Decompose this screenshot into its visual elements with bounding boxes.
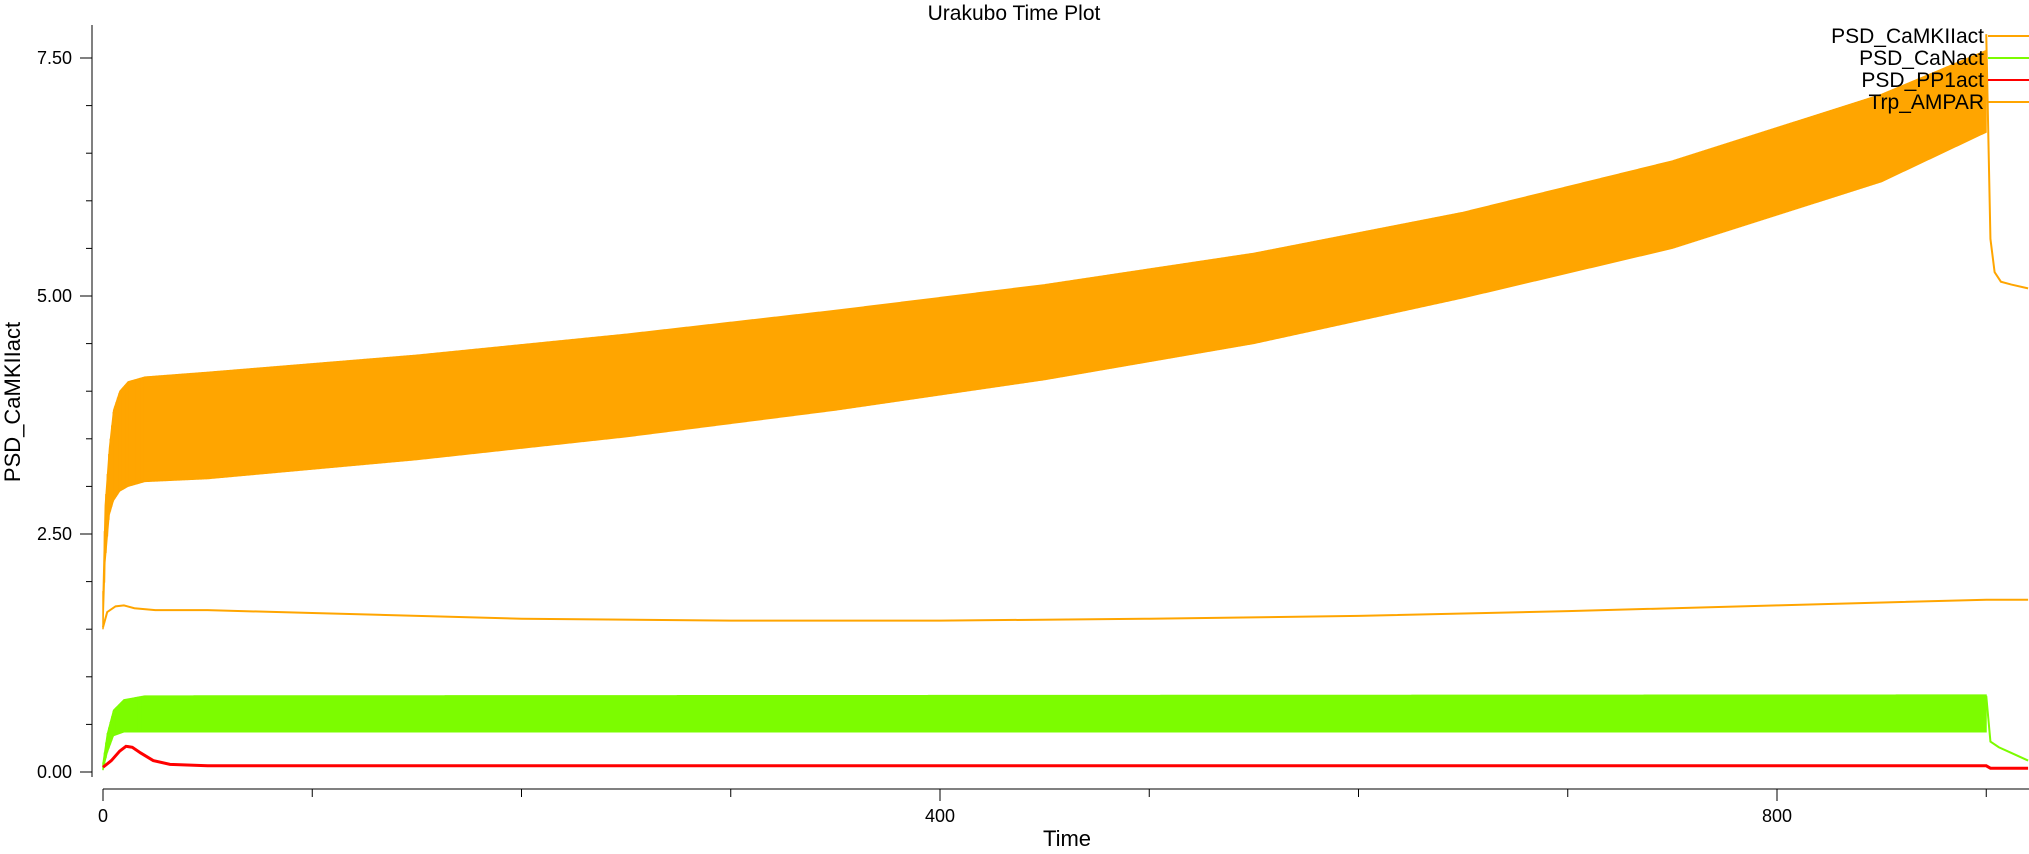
legend-label: PSD_CaMKIIact	[1831, 25, 1984, 48]
y-tick-label: 0.00	[37, 762, 72, 782]
series-psd-canact-oscillation	[102, 695, 145, 771]
x-tick-label: 0	[98, 806, 108, 826]
legend-label: PSD_CaNact	[1859, 47, 1984, 70]
x-ticks: 0 400 800	[98, 789, 1987, 826]
axes: 0.00 2.50 5.00 7.50 0 400 800	[37, 25, 2029, 826]
y-ticks: 0.00 2.50 5.00 7.50	[37, 48, 92, 782]
series-psd-canact-band	[102, 694, 1987, 771]
legend-label: PSD_PP1act	[1861, 69, 1984, 92]
x-axis-title: Time	[1043, 826, 1091, 851]
series-psd-camkiiact-oscillation	[102, 377, 145, 630]
chart-title: Urakubo Time Plot	[928, 2, 1101, 25]
y-tick-label: 2.50	[37, 524, 72, 544]
y-axis-title: PSD_CaMKIIact	[0, 322, 25, 482]
x-tick-label: 800	[1762, 806, 1792, 826]
legend-item-psd-pp1act: PSD_PP1act	[1861, 69, 2029, 92]
series-psd-pp1act-line	[102, 744, 2029, 770]
y-tick-label: 7.50	[37, 48, 72, 68]
series-psd-camkiiact-band	[102, 49, 1987, 630]
legend-item-trp-ampar: Trp_AMPAR	[1868, 91, 2029, 114]
y-tick-label: 5.00	[37, 286, 72, 306]
x-tick-label: 400	[925, 806, 955, 826]
series-layer	[102, 34, 2029, 771]
legend-item-psd-canact: PSD_CaNact	[1859, 47, 2029, 70]
series-psd-canact-tail	[1985, 695, 2029, 762]
legend-item-psd-camkiiact: PSD_CaMKIIact	[1831, 25, 2029, 48]
legend-label: Trp_AMPAR	[1868, 91, 1984, 114]
series-psd-camkiiact-tail	[1985, 34, 2029, 290]
legend: PSD_CaMKIIactPSD_CaNactPSD_PP1actTrp_AMP…	[1831, 25, 2029, 114]
plot-area	[102, 34, 2029, 771]
series-trp-ampar-line	[102, 598, 2029, 628]
